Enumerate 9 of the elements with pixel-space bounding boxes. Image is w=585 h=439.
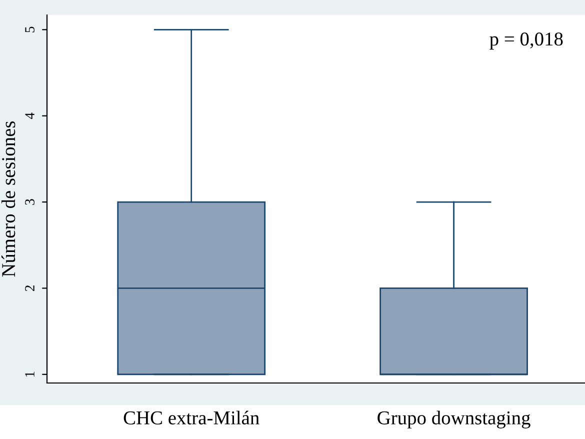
y-tick-label: 5 — [25, 26, 34, 32]
y-tick-label: 3 — [25, 199, 34, 205]
y-tick-label: 2 — [25, 285, 34, 292]
x-tick-label: CHC extra-Milán — [124, 410, 260, 424]
y-axis-title: Número de sesiones — [1, 121, 16, 277]
annotation: p = 0,018 — [490, 32, 563, 50]
x-tick-label: Grupo downstaging — [378, 410, 530, 428]
y-tick-label: 4 — [25, 112, 34, 120]
y-tick-label: 1 — [25, 372, 34, 377]
